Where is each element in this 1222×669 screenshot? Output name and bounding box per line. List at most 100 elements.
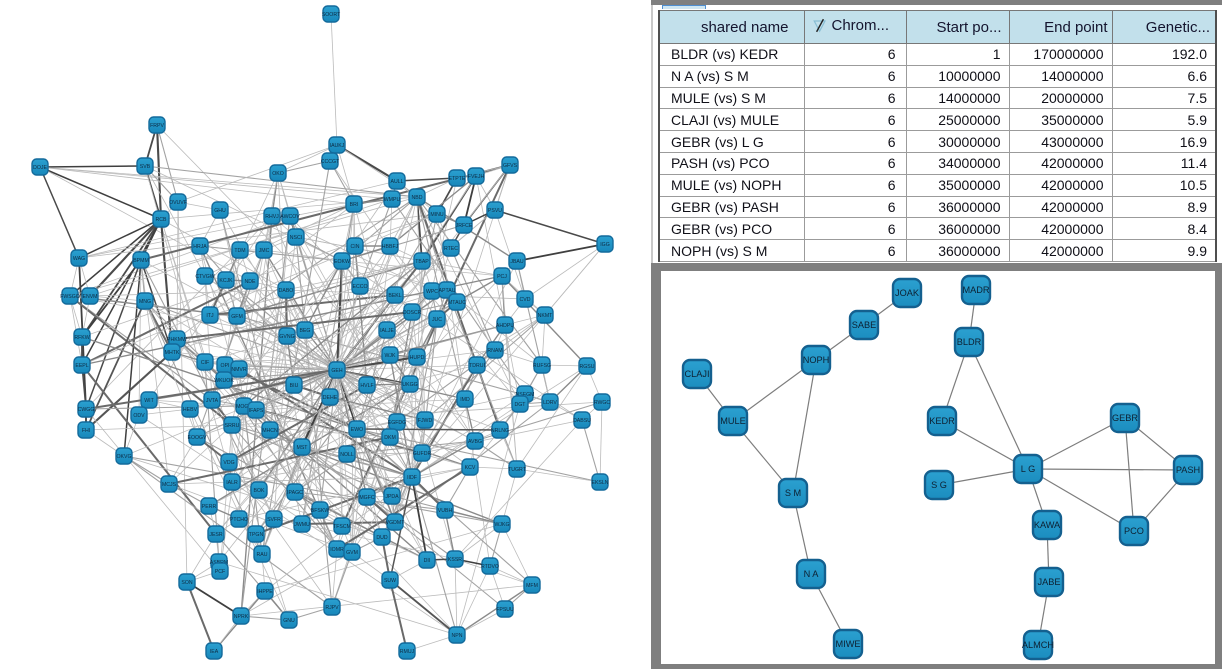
svg-text:EWO: EWO <box>351 427 363 433</box>
svg-text:APTAU: APTAU <box>439 288 456 294</box>
svg-text:ITJ: ITJ <box>206 313 214 319</box>
svg-text:BEG: BEG <box>300 328 311 334</box>
svg-text:BIU: BIU <box>290 383 299 389</box>
svg-text:CLAJI: CLAJI <box>684 369 709 379</box>
svg-text:IALR: IALR <box>226 480 238 486</box>
svg-text:VGDMT: VGDMT <box>386 520 406 526</box>
svg-text:MOGA: MOGA <box>236 404 252 410</box>
svg-text:KCJK: KCJK <box>219 278 233 284</box>
svg-text:MST: MST <box>297 445 309 451</box>
svg-text:GFVS: GFVS <box>503 163 518 169</box>
svg-text:BEKL: BEKL <box>388 293 401 299</box>
svg-text:FHI: FHI <box>82 428 90 434</box>
svg-text:HVLF: HVLF <box>360 383 373 389</box>
svg-text:JABE: JABE <box>1038 577 1061 587</box>
svg-text:MINU: MINU <box>430 212 444 218</box>
svg-text:RGSU: RGSU <box>580 364 595 370</box>
svg-text:JESR: JESR <box>209 532 223 538</box>
svg-text:RTDVO: RTDVO <box>481 564 499 570</box>
svg-text:NOLL: NOLL <box>340 452 354 458</box>
svg-text:RFKW: RFKW <box>74 335 89 341</box>
svg-text:GEH: GEH <box>331 368 342 374</box>
svg-text:AULL: AULL <box>391 179 404 185</box>
svg-text:AVBG: AVBG <box>468 439 482 445</box>
svg-text:KEDR: KEDR <box>929 416 955 426</box>
svg-text:IEA: IEA <box>210 649 219 655</box>
svg-text:KCV: KCV <box>465 465 476 471</box>
svg-text:OPI: OPI <box>221 363 230 369</box>
svg-text:NSEGM: NSEGM <box>515 392 534 398</box>
svg-text:JOAK: JOAK <box>895 288 920 298</box>
svg-text:IAUKJ: IAUKJ <box>330 143 345 149</box>
svg-text:ALMCH: ALMCH <box>1022 640 1054 650</box>
svg-text:SON: SON <box>181 580 192 586</box>
svg-text:RWGC: RWGC <box>594 400 611 406</box>
svg-text:DKM: DKM <box>384 435 396 441</box>
svg-text:IGG: IGG <box>600 242 610 248</box>
svg-text:PSVU: PSVU <box>488 208 502 214</box>
svg-text:VDG: VDG <box>223 460 234 466</box>
svg-text:UKGG: UKGG <box>402 382 417 388</box>
svg-text:AHDPU: AHDPU <box>496 323 514 329</box>
svg-text:SRRU: SRRU <box>225 423 240 429</box>
svg-text:SABE: SABE <box>852 320 877 330</box>
svg-text:EKSLN: EKSLN <box>591 480 608 486</box>
svg-text:MTAUC: MTAUC <box>448 300 466 306</box>
svg-text:PTCHO: PTCHO <box>230 517 248 523</box>
svg-text:NPN: NPN <box>452 633 463 639</box>
svg-text:AWCOV: AWCOV <box>280 214 300 220</box>
svg-text:GEBR: GEBR <box>1112 413 1138 423</box>
svg-text:PHKMW: PHKMW <box>167 337 187 343</box>
svg-text:KSSR: KSSR <box>448 557 462 563</box>
svg-text:FPSUU: FPSUU <box>496 607 514 613</box>
svg-text:ECCO: ECCO <box>353 284 368 290</box>
svg-text:GFM: GFM <box>231 314 243 320</box>
svg-text:LDRV: LDRV <box>543 400 557 406</box>
svg-text:JMC: JMC <box>259 248 270 254</box>
svg-text:EOKW: EOKW <box>334 259 350 265</box>
svg-text:WPC: WPC <box>426 289 438 295</box>
svg-text:OVUVF: OVUVF <box>169 200 187 206</box>
svg-text:MFM: MFM <box>526 583 538 589</box>
svg-text:MIWE: MIWE <box>835 639 860 649</box>
svg-text:S G: S G <box>931 480 947 490</box>
svg-text:CVD: CVD <box>520 297 531 303</box>
svg-text:IHPPE: IHPPE <box>257 589 273 595</box>
svg-text:SUW: SUW <box>384 578 396 584</box>
svg-text:BRI: BRI <box>350 202 359 208</box>
svg-text:CWGG: CWGG <box>78 407 95 413</box>
svg-text:SVFR: SVFR <box>267 517 281 523</box>
svg-text:TPGN: TPGN <box>249 532 264 538</box>
svg-text:TDRUI: TDRUI <box>469 363 485 369</box>
svg-text:KAWA: KAWA <box>1034 520 1061 530</box>
svg-text:RJPV: RJPV <box>325 605 339 611</box>
svg-text:DEHE: DEHE <box>323 395 338 401</box>
svg-text:GVNG: GVNG <box>279 334 294 340</box>
svg-text:IOMR: IOMR <box>330 547 344 553</box>
svg-text:GHU: GHU <box>214 208 226 214</box>
svg-text:L G: L G <box>1021 464 1035 474</box>
svg-text:PASH: PASH <box>1176 465 1200 475</box>
svg-text:IPAGC: IPAGC <box>287 490 303 496</box>
svg-text:IALJE: IALJE <box>380 328 394 334</box>
svg-text:MADR: MADR <box>962 285 989 295</box>
svg-text:NRLNG: NRLNG <box>491 428 509 434</box>
svg-text:DGT: DGT <box>515 402 527 408</box>
svg-text:SVB: SVB <box>140 164 151 170</box>
svg-text:DII: DII <box>424 558 431 564</box>
svg-text:MHCN: MHCN <box>262 428 278 434</box>
svg-text:CTVGW: CTVGW <box>195 274 214 280</box>
svg-text:DABO: DABO <box>279 288 294 294</box>
svg-text:FVEJH: FVEJH <box>468 174 485 180</box>
svg-text:NBD: NBD <box>412 195 423 201</box>
svg-text:WKUOK: WKUOK <box>214 378 234 384</box>
svg-text:HUPD: HUPD <box>410 355 425 361</box>
svg-text:WJKG: WJKG <box>495 522 510 528</box>
svg-text:CCCGT: CCCGT <box>321 159 340 165</box>
svg-text:WIT: WIT <box>144 398 154 404</box>
svg-text:GVM: GVM <box>346 550 358 556</box>
svg-text:MNG: MNG <box>139 299 151 305</box>
svg-text:MCJS: MCJS <box>162 482 177 488</box>
svg-text:NSCI: NSCI <box>290 235 302 241</box>
svg-text:WAG: WAG <box>73 256 85 262</box>
